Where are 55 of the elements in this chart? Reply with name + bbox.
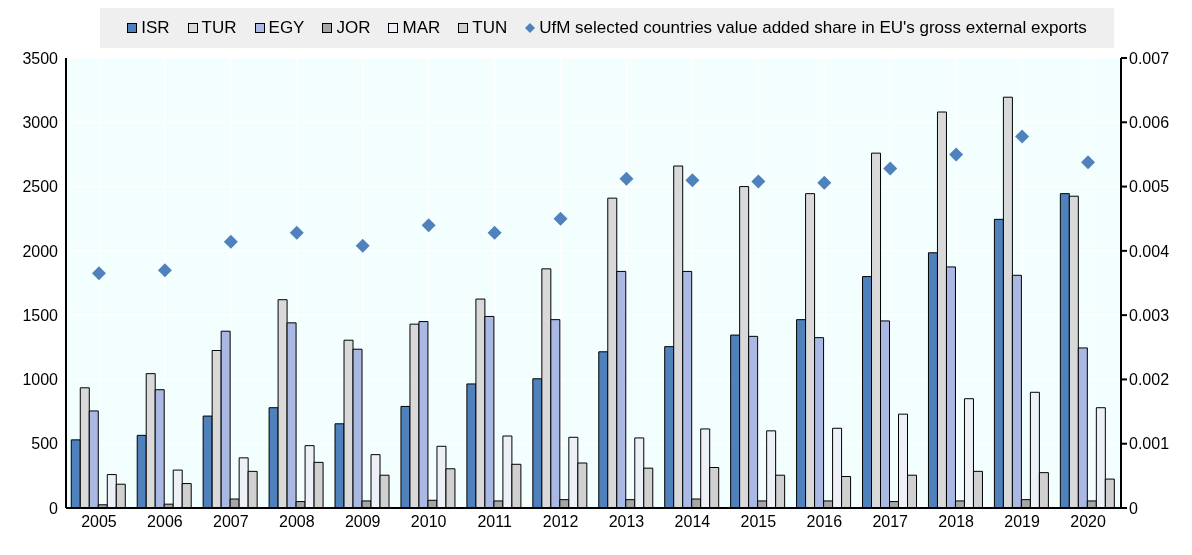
point: [289, 225, 304, 240]
legend-label: TUN: [471, 18, 508, 38]
x-tick-label: 2020: [1070, 513, 1106, 531]
y2-tick-label: 0: [1129, 499, 1138, 517]
y-tick-label: 3000: [22, 113, 59, 131]
y-tick-label: 3500: [22, 49, 59, 67]
legend-label: JOR: [335, 18, 371, 38]
point: [157, 263, 172, 278]
point: [1015, 129, 1030, 144]
point: [553, 211, 568, 226]
y2-tick-label: 0.005: [1129, 178, 1170, 196]
y-tick-label: 0: [49, 499, 59, 517]
x-tick-label: 2005: [81, 513, 117, 531]
legend-label: TUR: [200, 18, 237, 38]
x-tick-label: 2014: [674, 513, 711, 531]
point: [949, 147, 964, 162]
point: [751, 174, 766, 189]
x-tick-label: 2013: [608, 513, 645, 531]
point: [883, 161, 898, 176]
point: [223, 234, 238, 249]
legend-label: ISR: [140, 18, 170, 38]
point: [685, 173, 700, 188]
legend-label: EGY: [267, 18, 305, 38]
point: [421, 218, 436, 233]
x-tick-label: 2009: [344, 513, 381, 531]
y2-tick-label: 0.001: [1129, 435, 1170, 453]
x-tick-label: 2010: [410, 513, 447, 531]
legend-label: MAR: [401, 18, 441, 38]
point: [619, 171, 634, 186]
x-tick-label: 2006: [147, 513, 183, 531]
y-tick-label: 1500: [22, 306, 59, 324]
x-tick-label: 2007: [213, 513, 249, 531]
point: [487, 225, 502, 240]
x-tick-label: 2018: [938, 513, 975, 531]
legend-label: UfM selected countries value added share in EU's gross external exports: [538, 18, 1087, 38]
y2-tick-label: 0.002: [1129, 371, 1170, 389]
y2-tick-label: 0.007: [1129, 49, 1170, 67]
x-tick-label: 2008: [278, 513, 315, 531]
y-tick-label: 1000: [22, 371, 59, 389]
y-tick-label: 500: [31, 435, 59, 453]
x-tick-label: 2011: [477, 513, 512, 531]
x-tick-label: 2015: [740, 513, 777, 531]
point: [817, 175, 832, 190]
y2-tick-label: 0.006: [1129, 113, 1170, 131]
x-tick-label: 2019: [1004, 513, 1040, 531]
y2-tick-label: 0.004: [1129, 242, 1170, 260]
x-tick-label: 2012: [542, 513, 579, 531]
point: [355, 238, 370, 253]
x-tick-label: 2016: [806, 513, 843, 531]
point: [91, 266, 106, 281]
y-tick-label: 2000: [22, 242, 59, 260]
point: [1081, 155, 1096, 170]
y-tick-label: 2500: [22, 178, 59, 196]
x-tick-label: 2017: [872, 513, 909, 531]
y2-tick-label: 0.003: [1129, 306, 1170, 324]
